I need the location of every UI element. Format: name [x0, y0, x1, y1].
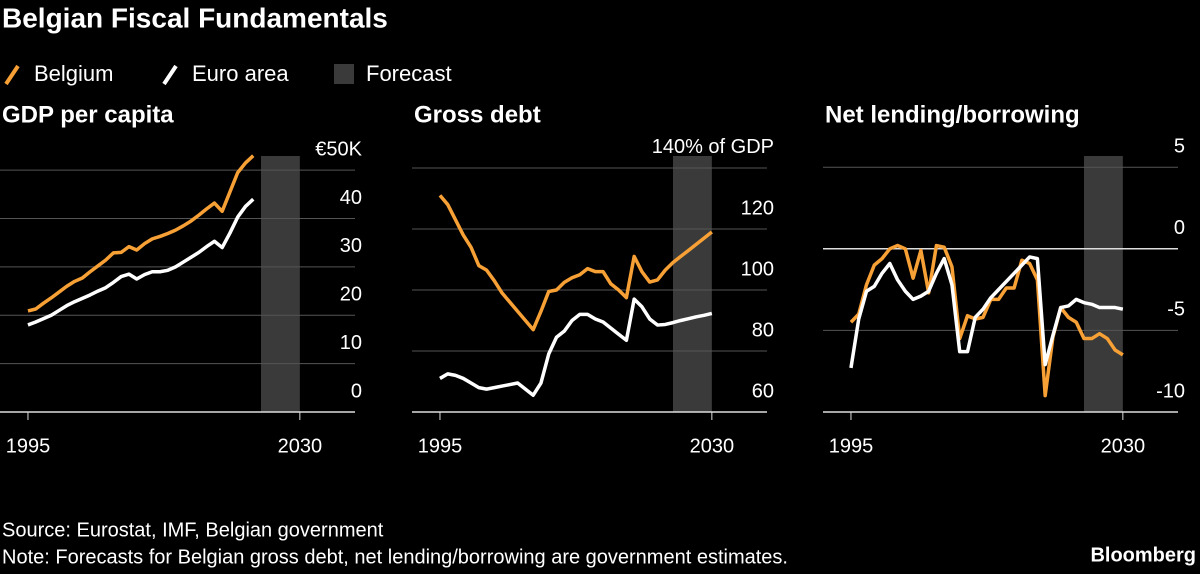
source: Source: Eurostat, IMF, Belgian governmen…: [2, 519, 384, 541]
panel-title: Net lending/borrowing: [825, 101, 1080, 128]
series-line: [849, 255, 1124, 369]
x-tick-label: 1995: [829, 435, 874, 457]
series-line: [438, 194, 713, 332]
series-line: [439, 297, 713, 397]
y-tick-label: 10: [340, 332, 362, 354]
forecast-band: [1084, 156, 1123, 412]
chart-title: Belgian Fiscal Fundamentals: [2, 2, 388, 33]
y-tick-label: 40: [340, 187, 362, 209]
y-tick-label: 5: [1174, 135, 1185, 157]
legend-marker: [4, 64, 20, 86]
x-tick-label: 1995: [418, 435, 463, 457]
x-tick-label: 2030: [1101, 435, 1146, 457]
x-tick-label: 2030: [690, 435, 735, 457]
legend-label: Belgium: [34, 61, 113, 86]
brand: Bloomberg: [1090, 544, 1196, 566]
y-tick-label: -10: [1156, 380, 1185, 402]
y-tick-label: 20: [340, 284, 362, 306]
y-tick-label: 0: [351, 380, 362, 402]
forecast-band: [673, 156, 712, 412]
x-tick-label: 1995: [6, 435, 51, 457]
y-tick-label: 80: [752, 319, 774, 341]
y-tick-label: 100: [741, 258, 774, 280]
x-tick-label: 2030: [278, 435, 323, 457]
forecast-band: [261, 156, 300, 412]
y-tick-label: 140% of GDP: [652, 136, 774, 158]
note: Note: Forecasts for Belgian gross debt, …: [2, 546, 788, 568]
series-line: [849, 243, 1124, 398]
y-tick-label: 30: [340, 235, 362, 257]
panel-title: GDP per capita: [2, 101, 174, 128]
series-line: [27, 154, 255, 313]
y-tick-label: 0: [1174, 217, 1185, 239]
y-tick-label: -5: [1167, 299, 1185, 321]
legend-label: Forecast: [366, 61, 452, 86]
series-line: [27, 197, 255, 327]
panel-title: Gross debt: [414, 101, 541, 128]
y-tick-label: 120: [741, 197, 774, 219]
legend-label: Euro area: [192, 61, 289, 86]
legend-marker: [162, 64, 178, 86]
y-tick-label: €50K: [315, 138, 362, 160]
y-tick-label: 60: [752, 380, 774, 402]
legend-marker: [334, 64, 354, 84]
